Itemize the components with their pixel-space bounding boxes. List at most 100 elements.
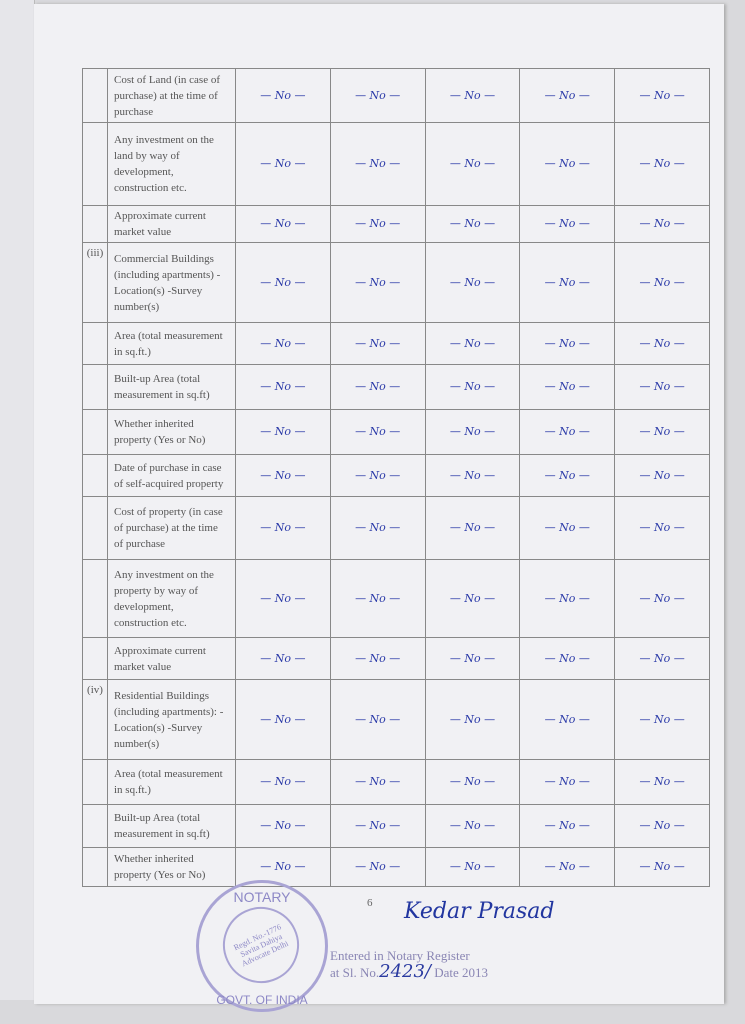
row-value: — No —: [614, 847, 710, 887]
row-label: Date of purchase in case of self-acquire…: [107, 454, 236, 497]
row-value: — No —: [614, 559, 710, 638]
row-value: — No —: [614, 409, 710, 455]
row-index: [82, 205, 108, 243]
row-value: — No —: [519, 68, 616, 123]
row-label: Built-up Area (total measurement in sq.f…: [107, 364, 236, 410]
row-value: — No —: [519, 759, 616, 805]
row-value: — No —: [235, 364, 331, 410]
row-value: — No —: [614, 637, 710, 680]
row-index: [82, 409, 108, 455]
register-line1: Entered in Notary Register: [330, 948, 470, 963]
table-row: Area (total measurement in sq.ft.) — No —…: [82, 322, 710, 365]
row-value: — No —: [614, 679, 710, 760]
table-row: Cost of Land (in case of purchase) at th…: [82, 68, 710, 123]
row-value: — No —: [424, 454, 521, 497]
row-index: [82, 559, 108, 638]
stamp-bottom-text: GOVT. OF INDIA: [216, 993, 308, 1007]
row-label: Approximate current market value: [107, 637, 236, 680]
row-label: Approximate current market value: [107, 205, 236, 243]
table-row: Area (total measurement in sq.ft.) — No —…: [82, 759, 710, 805]
table-row: Date of purchase in case of self-acquire…: [82, 454, 710, 497]
row-value: — No —: [614, 68, 710, 123]
table-row: Whether inherited property (Yes or No) — …: [82, 409, 710, 455]
stamp-top-text: NOTARY: [233, 889, 291, 905]
row-value: — No —: [424, 496, 521, 560]
row-value: — No —: [424, 679, 521, 760]
row-value: — No —: [235, 122, 331, 206]
row-value: — No —: [235, 205, 331, 243]
row-value: — No —: [329, 122, 426, 206]
row-value: — No —: [329, 409, 426, 455]
row-value: — No —: [519, 322, 616, 365]
row-value: — No —: [424, 68, 521, 123]
row-value: — No —: [329, 454, 426, 497]
row-value: — No —: [235, 454, 331, 497]
row-index: [82, 804, 108, 848]
row-value: — No —: [614, 804, 710, 848]
row-value: — No —: [424, 637, 521, 680]
row-value: — No —: [329, 559, 426, 638]
row-value: — No —: [329, 364, 426, 410]
row-value: — No —: [614, 242, 710, 323]
row-index: [82, 364, 108, 410]
row-value: — No —: [329, 242, 426, 323]
row-value: — No —: [329, 637, 426, 680]
signature: Kedar Prasad: [404, 899, 555, 924]
row-index: [82, 454, 108, 497]
table-row: Cost of property (in case of purchase) a…: [82, 496, 710, 560]
row-value: — No —: [424, 364, 521, 410]
row-label: Any investment on the property by way of…: [107, 559, 236, 638]
row-index: [82, 496, 108, 560]
row-index: [82, 759, 108, 805]
row-value: — No —: [519, 804, 616, 848]
row-value: — No —: [424, 409, 521, 455]
row-value: — No —: [424, 205, 521, 243]
left-page-edge: [0, 0, 35, 1000]
row-index: [82, 122, 108, 206]
row-value: — No —: [235, 496, 331, 560]
row-value: — No —: [519, 242, 616, 323]
row-value: — No —: [424, 559, 521, 638]
row-label: Commercial Buildings (including apartmen…: [107, 242, 236, 323]
row-value: — No —: [614, 364, 710, 410]
row-value: — No —: [424, 322, 521, 365]
row-value: — No —: [235, 68, 331, 123]
row-value: — No —: [329, 68, 426, 123]
row-value: — No —: [424, 242, 521, 323]
row-value: — No —: [329, 496, 426, 560]
register-number: 2423/: [379, 961, 431, 982]
row-label: Area (total measurement in sq.ft.): [107, 759, 236, 805]
row-value: — No —: [614, 759, 710, 805]
row-value: — No —: [519, 637, 616, 680]
row-value: — No —: [424, 804, 521, 848]
row-value: — No —: [424, 122, 521, 206]
row-value: — No —: [235, 559, 331, 638]
row-value: — No —: [614, 205, 710, 243]
row-value: — No —: [519, 364, 616, 410]
row-value: — No —: [235, 804, 331, 848]
row-label: Whether inherited property (Yes or No): [107, 847, 236, 887]
row-value: — No —: [329, 847, 426, 887]
row-value: — No —: [519, 559, 616, 638]
row-value: — No —: [235, 322, 331, 365]
table-row: (iv) Residential Buildings (including apa…: [82, 679, 710, 760]
row-index: [82, 637, 108, 680]
notary-stamp: NOTARY Regd. No.-1776 Savita Dahiya Advo…: [196, 880, 328, 1012]
row-value: — No —: [614, 322, 710, 365]
row-value: — No —: [519, 454, 616, 497]
row-value: — No —: [329, 759, 426, 805]
row-value: — No —: [519, 679, 616, 760]
row-value: — No —: [329, 679, 426, 760]
row-value: — No —: [329, 322, 426, 365]
row-index: [82, 322, 108, 365]
row-value: — No —: [235, 679, 331, 760]
row-value: — No —: [614, 454, 710, 497]
row-value: — No —: [424, 759, 521, 805]
row-label: Whether inherited property (Yes or No): [107, 409, 236, 455]
row-label: Cost of Land (in case of purchase) at th…: [107, 68, 236, 123]
row-index: [82, 68, 108, 123]
row-label: Residential Buildings (including apartme…: [107, 679, 236, 760]
register-date: Date 2013: [434, 965, 489, 980]
row-value: — No —: [235, 759, 331, 805]
row-value: — No —: [519, 847, 616, 887]
